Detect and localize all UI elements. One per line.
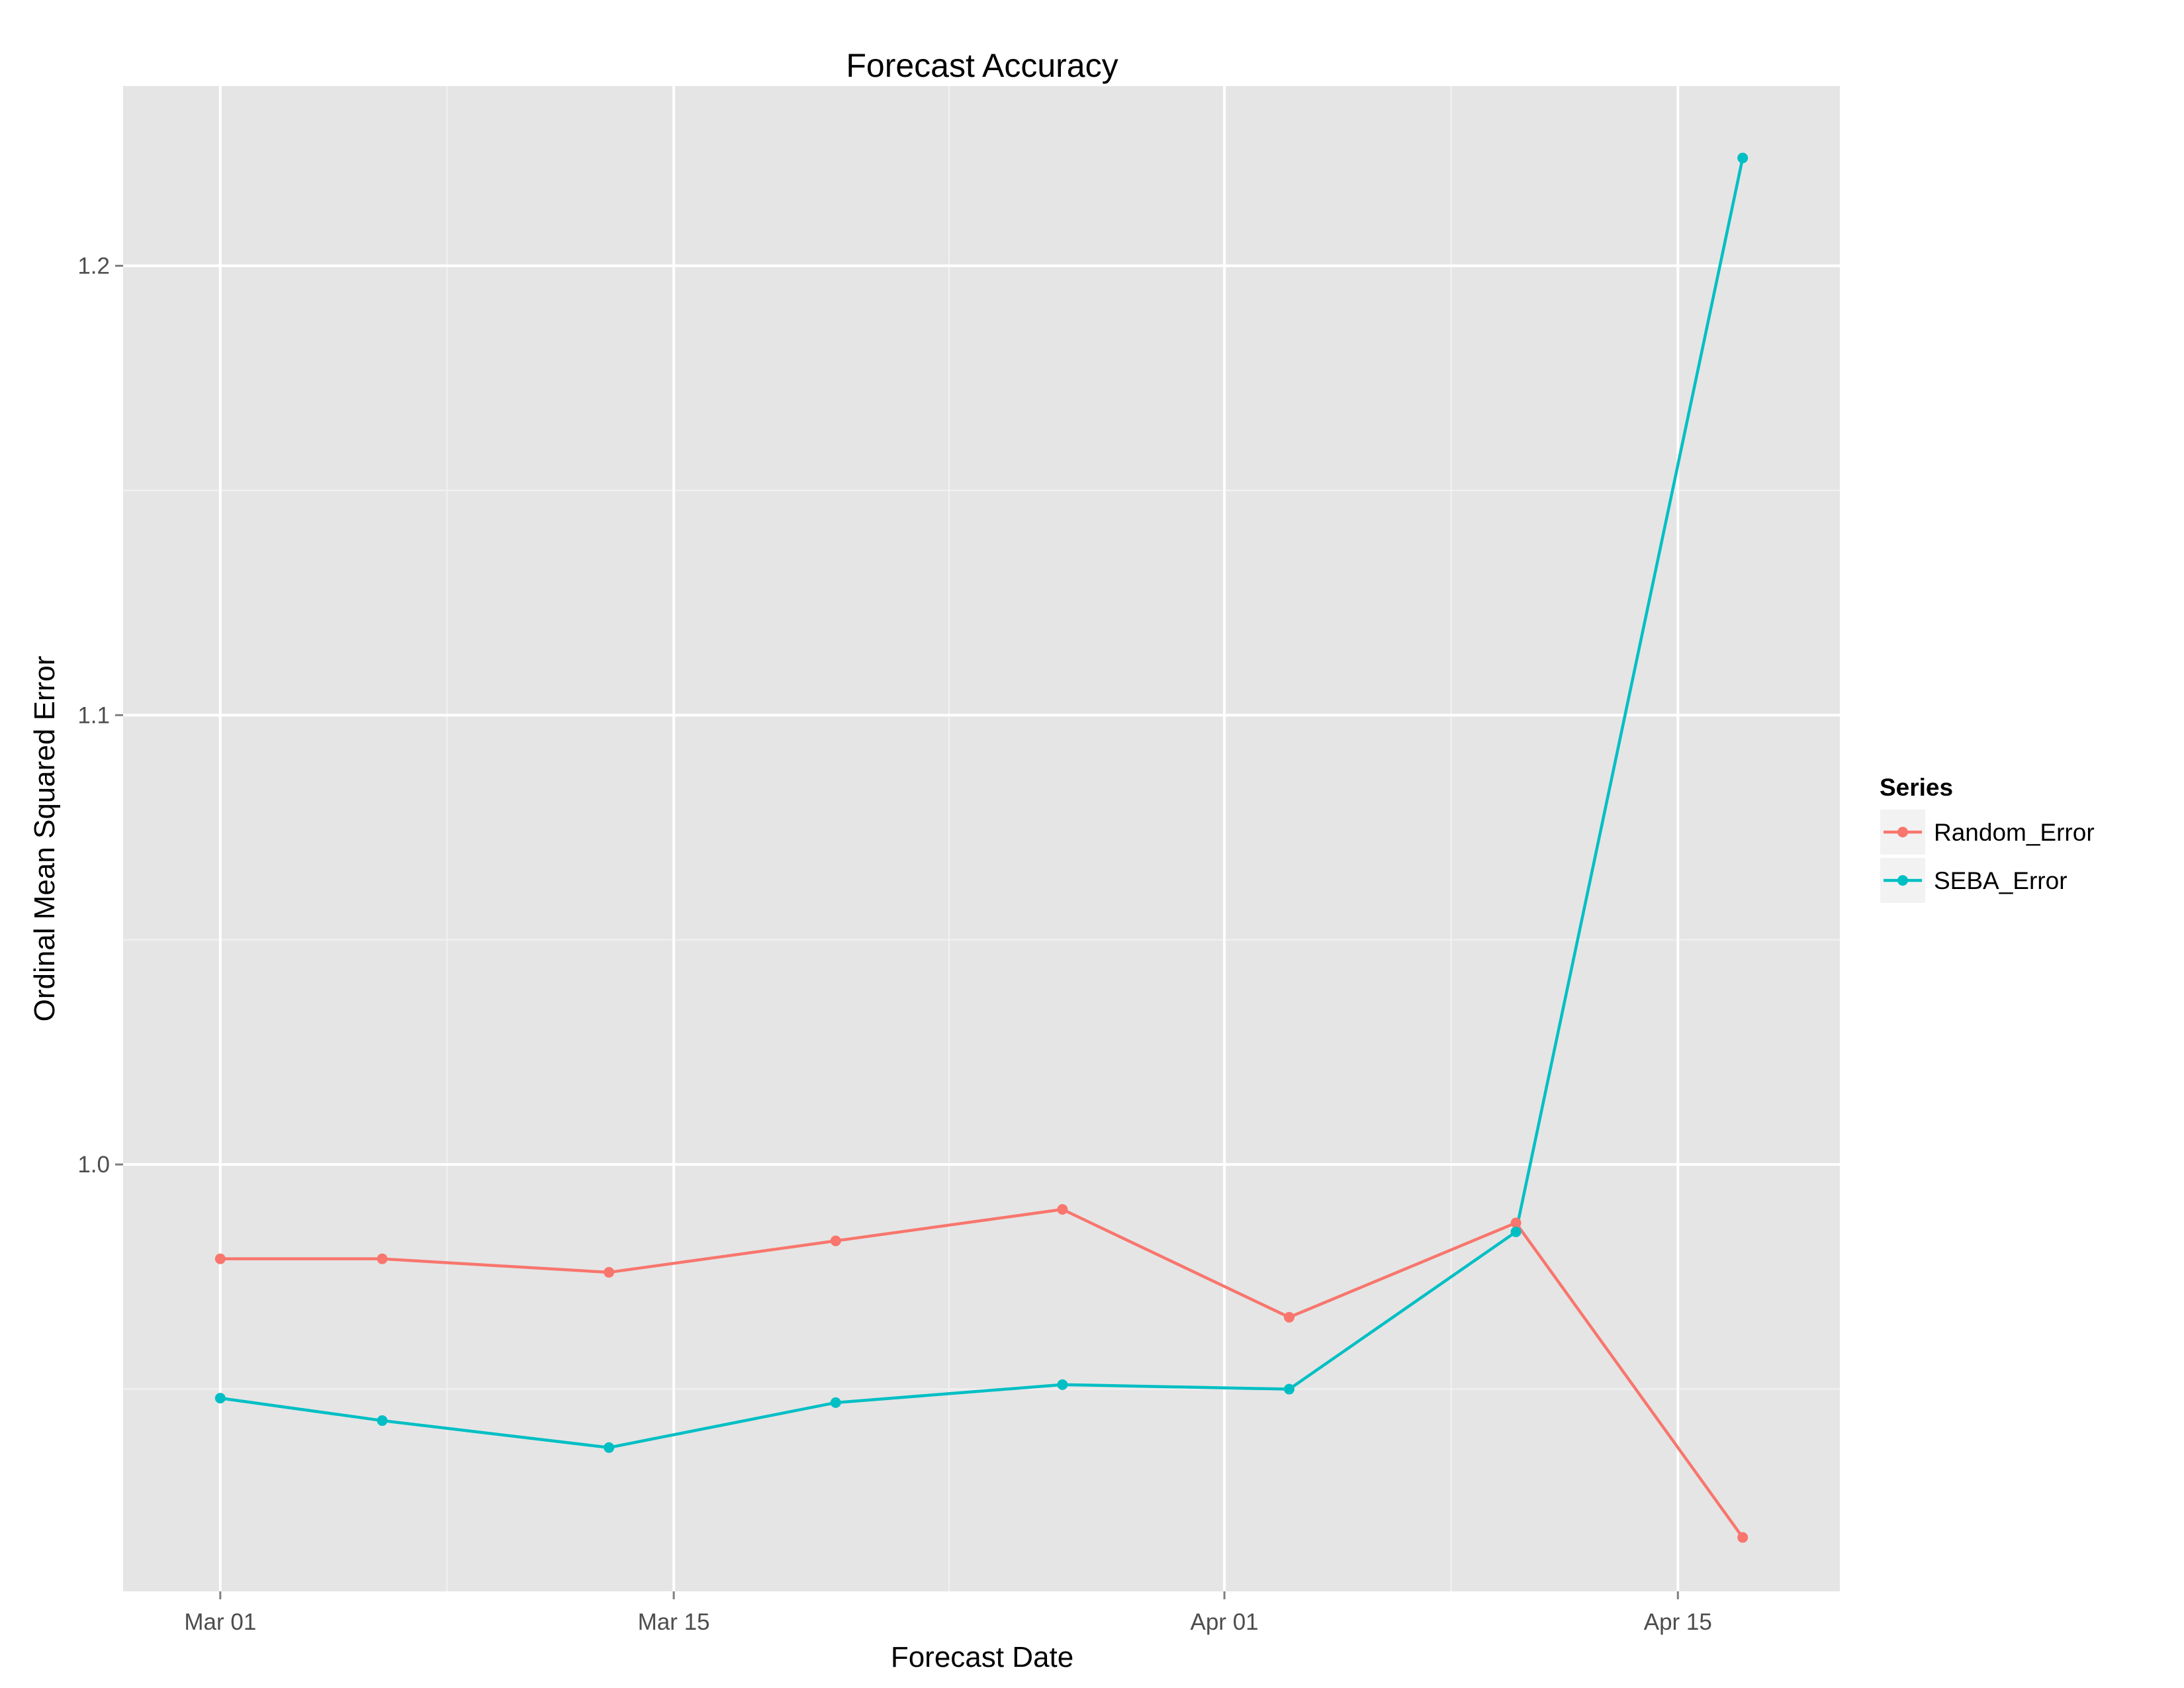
random-error-point [604,1267,615,1278]
x-axis-ticks: Mar 01 Mar 15 Apr 01 Apr 15 [184,1591,1712,1635]
plot-panel [123,86,1840,1591]
random-error-point [1057,1204,1068,1215]
random-error-point [830,1235,841,1246]
y-axis-title: Ordinal Mean Squared Error [28,656,61,1022]
x-tick-label: Mar 15 [638,1609,710,1635]
y-tick-label: 1.2 [77,254,110,279]
y-axis-ticks: 1.0 1.1 1.2 [77,254,123,1178]
random-error-point [1283,1311,1295,1323]
seba-error-point [1737,152,1749,164]
random-error-line [220,1207,1744,1538]
seba-error-point [1283,1383,1295,1395]
legend-swatch-point [1897,827,1908,837]
legend: Series Random_Error SEBA_Error [1879,774,2095,904]
seba-error-point [604,1442,615,1453]
legend-label-random-error: Random_Error [1934,819,2095,846]
seba-error-point [830,1397,841,1408]
random-error-point [214,1253,226,1264]
x-axis-title: Forecast Date [891,1641,1073,1673]
y-tick-label: 1.1 [77,702,110,728]
series-lines [220,158,1745,1538]
seba-error-point [1510,1226,1522,1237]
y-tick-label: 1.0 [77,1152,110,1178]
legend-items: Random_Error SEBA_Error [1879,808,2095,904]
x-tick-label: Apr 15 [1644,1609,1712,1635]
seba-error-point [1057,1379,1068,1390]
x-tick-label: Mar 01 [184,1609,256,1635]
major-x-gridlines [218,86,1680,1591]
random-error-point [377,1253,388,1264]
seba-error-point [214,1393,226,1404]
seba-error-line [220,158,1745,1450]
seba-error-point [377,1415,388,1427]
chart-title: Forecast Accuracy [846,47,1118,84]
random-error-point [1737,1532,1749,1543]
random-error-point [1510,1217,1522,1229]
legend-swatch-point [1897,875,1908,886]
minor-x-gridlines [446,86,1452,1591]
series-points [214,152,1749,1543]
major-y-gridlines [123,264,1840,1166]
x-tick-label: Apr 01 [1191,1609,1259,1635]
minor-y-gridlines [123,489,1840,1390]
legend-title: Series [1880,774,1953,801]
legend-label-seba-error: SEBA_Error [1934,867,2068,894]
